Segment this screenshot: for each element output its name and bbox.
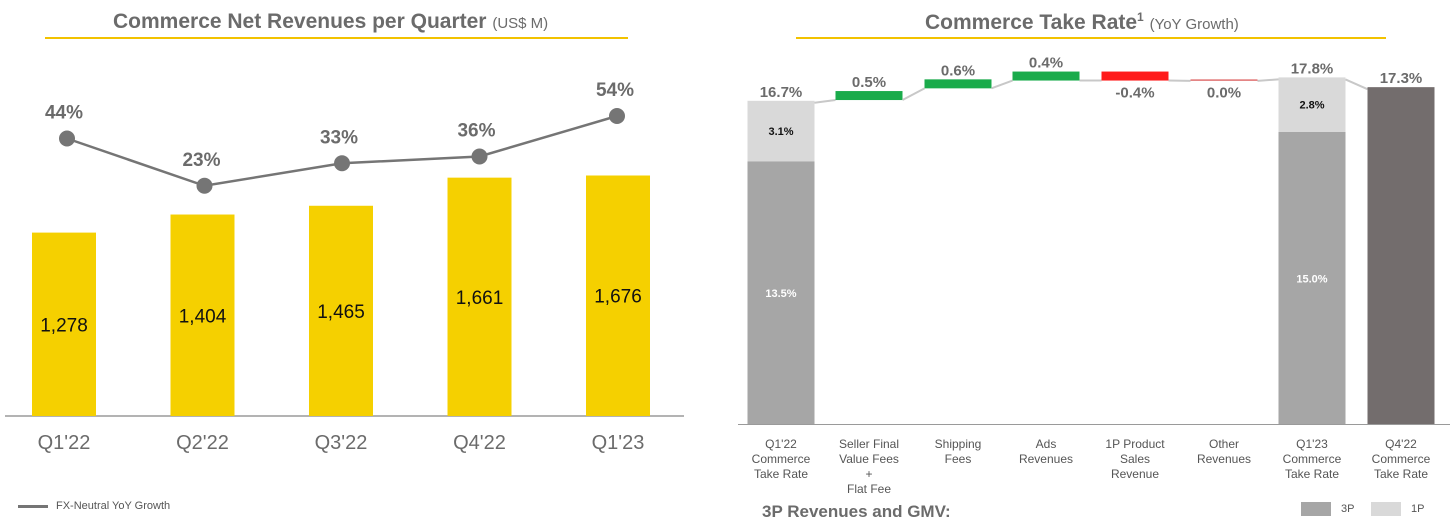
category-label-line: Seller Final xyxy=(839,437,899,451)
segment-label-3p: 13.5% xyxy=(765,288,796,300)
category-label-line: Revenue xyxy=(1111,467,1159,481)
segment-label-3p: 15.0% xyxy=(1296,273,1327,285)
connector-line xyxy=(1258,79,1279,80)
category-label-line: + xyxy=(865,467,872,481)
category-label-line: Commerce xyxy=(1372,452,1431,466)
legend-line-swatch xyxy=(18,505,48,508)
category-label-line: Take Rate xyxy=(754,467,808,481)
category-label-line: Commerce xyxy=(752,452,811,466)
delta-bar xyxy=(1102,72,1169,81)
legend-1p: 1P xyxy=(1371,502,1424,516)
delta-bar xyxy=(1191,79,1258,81)
connector-line xyxy=(903,88,925,100)
category-label-line: Q4'22 xyxy=(1385,437,1417,451)
delta-bar xyxy=(1013,72,1080,81)
left-legend: FX-Neutral YoY Growth xyxy=(18,500,170,512)
bar-total-label: 17.3% xyxy=(1380,70,1423,87)
legend-1p-label: 1P xyxy=(1411,503,1424,515)
delta-value-label: 0.5% xyxy=(852,74,886,91)
delta-value-label: 0.6% xyxy=(941,62,975,79)
category-label-line: Sales xyxy=(1120,452,1150,466)
category-label-line: Value Fees xyxy=(839,452,899,466)
connector-line xyxy=(1346,79,1368,89)
category-label-line: Revenues xyxy=(1197,452,1251,466)
category-label-line: Take Rate xyxy=(1374,467,1428,481)
connector-line xyxy=(992,81,1013,89)
category-label-line: Ads xyxy=(1036,437,1057,451)
category-label-line: Flat Fee xyxy=(847,482,891,496)
delta-value-label: -0.4% xyxy=(1115,85,1154,102)
legend-1p-swatch xyxy=(1371,502,1401,516)
bar-total-label: 17.8% xyxy=(1291,60,1334,77)
segment-label-1p: 3.1% xyxy=(768,126,793,138)
category-label-line: Shipping xyxy=(935,437,982,451)
legend-3p-swatch xyxy=(1301,502,1331,516)
legend-3p-label: 3P xyxy=(1341,503,1354,515)
category-label-line: Q1'22 xyxy=(765,437,797,451)
category-label-line: Revenues xyxy=(1019,452,1073,466)
delta-value-label: 0.0% xyxy=(1207,84,1241,101)
category-label-line: Take Rate xyxy=(1285,467,1339,481)
category-label-line: Fees xyxy=(945,452,972,466)
connector-line xyxy=(815,100,836,103)
segment-label-1p: 2.8% xyxy=(1299,100,1324,112)
total-bar xyxy=(1368,87,1435,424)
right-footer-heading: 3P Revenues and GMV: xyxy=(762,502,951,522)
category-label-line: 1P Product xyxy=(1105,437,1165,451)
delta-value-label: 0.4% xyxy=(1029,55,1063,72)
legend-line-label: FX-Neutral YoY Growth xyxy=(56,500,170,512)
category-label-line: Other xyxy=(1209,437,1239,451)
category-label-line: Commerce xyxy=(1283,452,1342,466)
category-label-line: Q1'23 xyxy=(1296,437,1328,451)
bar-total-label: 16.7% xyxy=(760,84,803,101)
legend-3p: 3P xyxy=(1301,502,1354,516)
delta-bar xyxy=(925,79,992,88)
delta-bar xyxy=(836,91,903,100)
